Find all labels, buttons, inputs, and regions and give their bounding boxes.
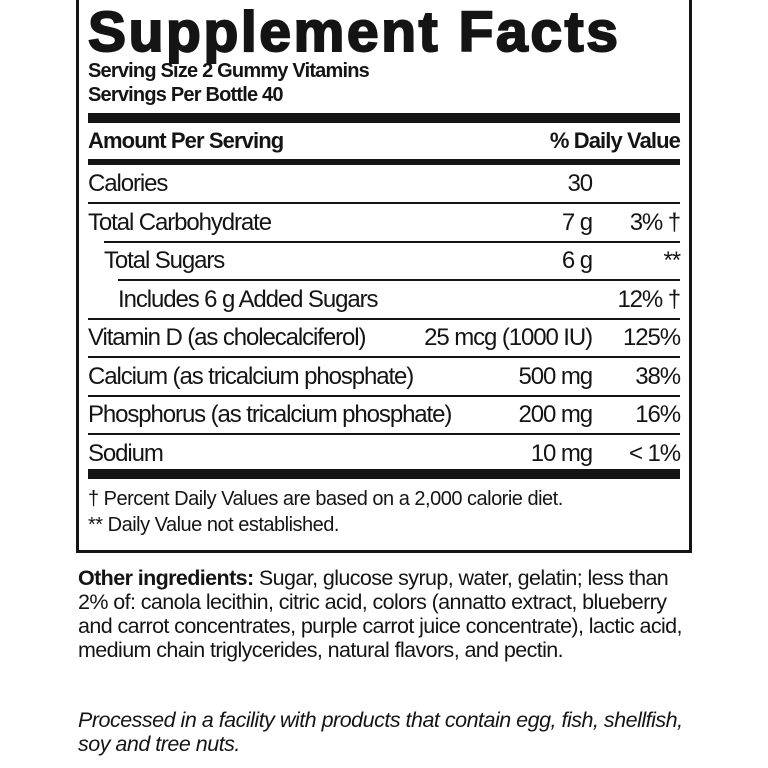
nutrient-row: Total Sugars 6 g ** — [88, 242, 682, 281]
nutrient-amount: 200 mg — [518, 401, 594, 428]
nutrient-row: Vitamin D (as cholecalciferol) 25 mcg (10… — [88, 319, 681, 358]
nutrient-daily-value: 38% — [635, 362, 681, 390]
serving-size: Serving Size 2 Gummy Vitamins — [88, 60, 370, 82]
nutrient-daily-value: 125% — [623, 324, 681, 351]
table-header: Amount Per Serving % Daily Value — [88, 124, 681, 158]
nutrient-daily-value: ** — [663, 247, 682, 274]
other-ingredients: Other ingredients: Sugar, glucose syrup,… — [78, 566, 698, 662]
medium-divider — [88, 159, 680, 165]
nutrient-name: Vitamin D (as cholecalciferol) — [88, 324, 366, 351]
nutrient-row: Calcium (as tricalcium phosphate) 500 mg 3… — [88, 358, 681, 397]
amount-per-serving-label: Amount Per Serving — [88, 128, 284, 153]
nutrient-amount: 25 mcg (1000 IU) — [424, 324, 593, 351]
nutrient-daily-value: 12% † — [617, 285, 681, 313]
nutrient-row: Total Carbohydrate 7 g 3% † — [88, 204, 681, 243]
servings-per-container: Servings Per Bottle 40 — [88, 84, 284, 106]
row-divider — [88, 394, 680, 397]
other-ingredients-text: Sugar, glucose syrup, water, gelatin; le… — [78, 566, 683, 662]
nutrient-row: Phosphorus (as tricalcium phosphate) 200 … — [88, 396, 681, 435]
nutrient-row: Sodium 10 mg < 1% — [88, 435, 681, 473]
allergen-statement: Processed in a facility with products th… — [78, 708, 683, 756]
other-ingredients-label: Other ingredients: — [78, 566, 254, 590]
row-divider — [88, 317, 680, 320]
footnote-percent-dv: † Percent Daily Values are based on a 2,… — [88, 488, 563, 510]
nutrient-row: Includes 6 g Added Sugars 12% † — [88, 281, 681, 320]
nutrient-name: Calcium (as tricalcium phosphate) — [88, 362, 414, 390]
nutrient-amount: 30 — [567, 170, 594, 197]
row-divider — [118, 279, 680, 281]
daily-value-label: % Daily Value — [549, 128, 681, 153]
nutrient-amount: 6 g — [561, 247, 593, 274]
nutrient-daily-value: 3% † — [629, 208, 681, 236]
nutrient-name: Sodium — [88, 439, 164, 467]
nutrient-name: Calories — [88, 170, 168, 197]
row-divider — [88, 202, 680, 204]
footnote-dv-not-established: ** Daily Value not established. — [88, 514, 339, 536]
row-divider — [88, 356, 680, 358]
row-divider — [88, 433, 680, 435]
thick-divider-bottom — [88, 469, 680, 479]
nutrient-name: Phosphorus (as tricalcium phosphate) — [88, 401, 452, 428]
row-divider — [104, 240, 680, 243]
nutrient-daily-value: < 1% — [629, 439, 681, 467]
nutrient-name: Includes 6 g Added Sugars — [118, 285, 378, 313]
nutrient-name: Total Sugars — [104, 247, 225, 274]
nutrient-name: Total Carbohydrate — [88, 208, 272, 236]
supplement-facts-panel — [76, 0, 692, 553]
panel-title: Supplement Facts — [87, 0, 621, 64]
nutrient-daily-value: 16% — [635, 401, 681, 428]
nutrient-amount: 10 mg — [530, 439, 593, 467]
thick-divider — [88, 113, 680, 123]
nutrient-amount: 500 mg — [518, 362, 594, 390]
nutrient-amount: 7 g — [561, 208, 593, 236]
nutrient-row: Calories 30 — [88, 165, 680, 204]
